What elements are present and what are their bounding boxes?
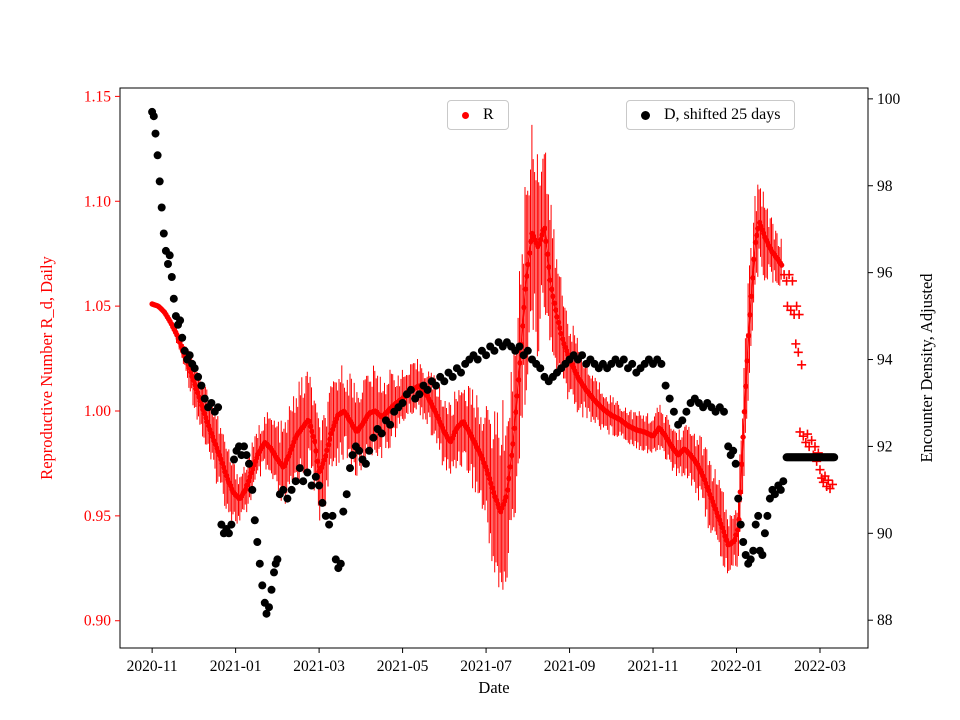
- d-legend-label: D, shifted 25 days: [664, 106, 781, 123]
- x-tick-label: 2021-07: [460, 658, 512, 675]
- y-left-tick-label: 1.00: [84, 403, 111, 420]
- x-tick-label: 2021-09: [544, 658, 596, 675]
- x-tick-label: 2021-01: [210, 658, 262, 675]
- d-scatter: [148, 107, 788, 618]
- legend-d: D, shifted 25 days: [626, 100, 796, 130]
- r-legend-marker-icon: [462, 111, 469, 119]
- legend-r: R: [447, 100, 509, 130]
- y-right-tick-label: 100: [877, 91, 901, 108]
- x-tick-label: 2022-01: [711, 658, 763, 675]
- y-left-tick-label: 0.95: [84, 508, 111, 525]
- axes: 2020-11 2021-01 2021-03 2021-05 2021-07 2021-…: [84, 87, 901, 675]
- y-right-tick-label: 90: [877, 525, 893, 542]
- d-legend-marker-icon: [641, 110, 650, 120]
- y-axis-label-right: Encounter Density, Adjusted: [917, 273, 936, 463]
- y-left-tick-label: 1.10: [84, 193, 111, 210]
- r-plus-markers: [779, 270, 838, 494]
- x-tick-label: 2021-03: [293, 658, 345, 675]
- y-right-tick-label: 88: [877, 612, 893, 629]
- r-line: [149, 219, 785, 548]
- d-flat-bar: [782, 453, 839, 462]
- y-right-tick-label: 96: [877, 265, 893, 282]
- x-tick-label: 2022-03: [794, 658, 846, 675]
- y-right-tick-label: 94: [877, 352, 893, 369]
- x-tick-label: 2021-11: [627, 658, 678, 675]
- y-right-tick-label: 98: [877, 178, 893, 195]
- y-left-tick-label: 1.05: [84, 298, 111, 315]
- x-tick-label: 2021-05: [377, 658, 429, 675]
- y-left-tick-label: 1.15: [84, 88, 111, 105]
- y-right-tick-label: 92: [877, 438, 893, 455]
- x-axis-label: Date: [478, 678, 510, 697]
- x-tick-label: 2020-11: [127, 658, 178, 675]
- r-legend-label: R: [483, 106, 494, 123]
- y-left-tick-label: 0.90: [84, 613, 111, 630]
- y-axis-label-left: Reproductive Number R_d, Daily: [37, 256, 56, 480]
